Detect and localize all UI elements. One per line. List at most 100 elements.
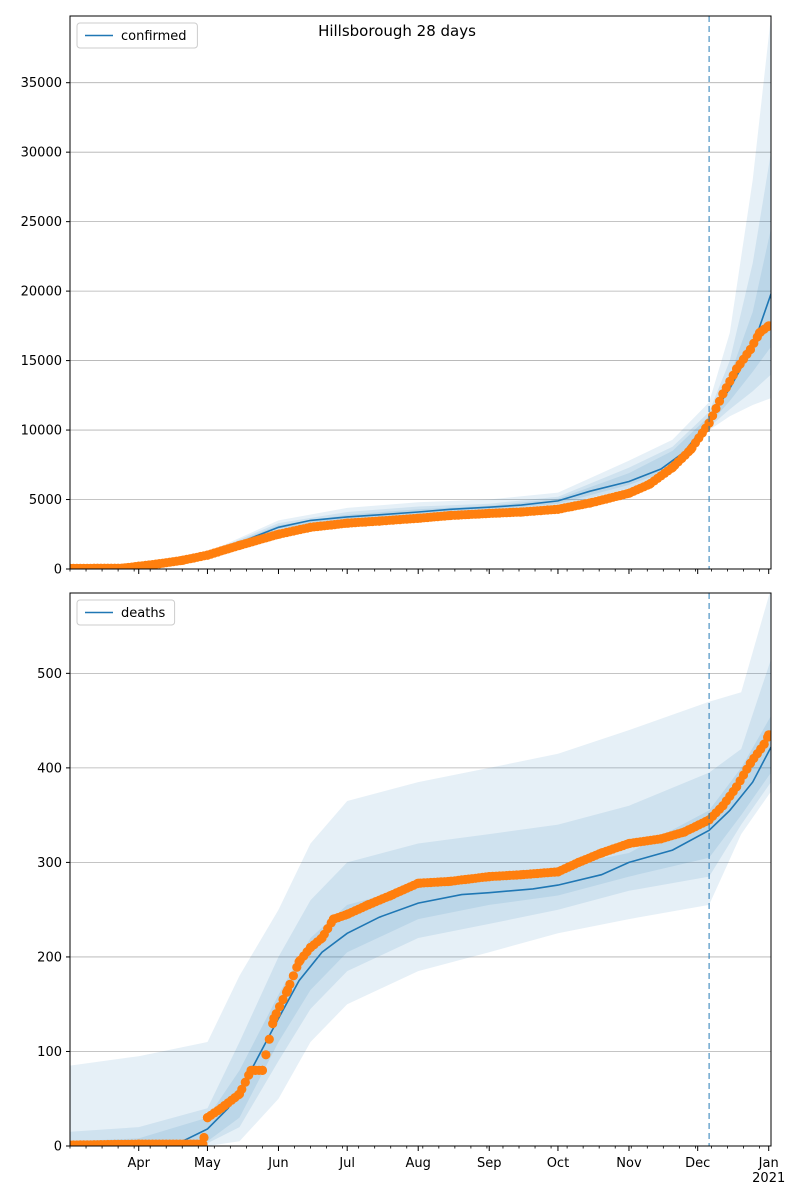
legend: confirmed <box>76 22 198 49</box>
x-tick-label: Jun <box>267 1156 288 1171</box>
observed-point <box>708 411 718 421</box>
x-tick-label: Aug <box>406 1156 431 1171</box>
observed-point <box>484 508 494 518</box>
observed-point <box>70 1140 75 1146</box>
y-tick-label: 400 <box>37 761 62 776</box>
observed-point <box>711 403 721 414</box>
observed-point <box>134 1139 144 1146</box>
x-tick-label: Oct <box>547 1156 569 1171</box>
legend-box <box>76 599 176 626</box>
observed-point <box>154 559 164 569</box>
observed-point <box>413 878 423 888</box>
x-tick-label: Dec <box>685 1156 710 1171</box>
observed-point <box>679 827 689 837</box>
observed-point <box>288 971 298 981</box>
observed-point <box>240 1077 250 1087</box>
x-tick-label: 2021 <box>752 1171 785 1186</box>
observed-point <box>574 857 584 868</box>
observed-point <box>386 890 396 901</box>
confirmed-model-line <box>70 293 771 569</box>
observed-point <box>585 498 595 508</box>
x-tick-label: Apr <box>127 1156 150 1171</box>
y-tick-label: 300 <box>37 856 62 871</box>
observed-point <box>732 364 742 374</box>
x-tick-label: Sep <box>477 1156 502 1171</box>
observed-point <box>624 838 634 849</box>
legend-label: deaths <box>121 606 166 621</box>
observed-point <box>177 555 187 566</box>
observed-point <box>667 463 678 473</box>
axes-frame <box>69 15 772 570</box>
observed-point <box>257 1065 267 1075</box>
chart-title: Hillsborough 28 days <box>318 22 476 40</box>
y-tick-label: 10000 <box>21 424 62 439</box>
y-tick-label: 25000 <box>21 215 62 230</box>
observed-point <box>516 870 526 880</box>
observed-point <box>363 900 373 910</box>
y-tick-label: 100 <box>37 1045 62 1060</box>
observed-point <box>413 513 423 523</box>
y-tick-label: 0 <box>54 563 62 578</box>
confirmed-panel: 0 5000 10000 15000 20000 25000 30000 35000 confi… <box>21 15 772 578</box>
plot-area <box>70 16 771 569</box>
observed-point <box>118 563 128 569</box>
observed-point <box>745 344 756 355</box>
x-tick-label: Jul <box>338 1156 355 1171</box>
observed-point <box>342 909 352 920</box>
observed-point <box>278 994 288 1005</box>
observed-point <box>261 1050 271 1060</box>
observed-point <box>718 801 728 811</box>
x-tick-label: Jan <box>758 1156 779 1171</box>
observed-point <box>718 389 728 399</box>
y-tick-label: 0 <box>54 1140 62 1155</box>
deaths-panel: 0 100 200 300 400 500 Apr May Jun Jul Aug Sep Oct Nov… <box>37 592 785 1186</box>
observed-point <box>328 914 338 924</box>
observed-point <box>234 540 245 551</box>
observed-point <box>234 1089 245 1099</box>
observed-point <box>294 957 304 967</box>
observed-point <box>624 488 634 498</box>
observed-point <box>317 933 327 943</box>
uncertainty-band-1 <box>70 593 771 1146</box>
observed-point <box>305 942 316 953</box>
observed-point <box>484 872 494 882</box>
observed-point <box>745 758 756 768</box>
observed-point <box>269 1013 279 1024</box>
legend-box <box>76 22 198 49</box>
observed-point <box>445 510 455 521</box>
observed-point <box>283 985 293 995</box>
y-tick-label: 35000 <box>21 76 62 91</box>
observed-point <box>553 504 563 514</box>
legend: deaths <box>76 599 176 626</box>
x-tick-label: Nov <box>616 1156 642 1171</box>
observed-point <box>764 321 771 331</box>
observed-point <box>202 550 213 560</box>
y-tick-label: 500 <box>37 667 62 682</box>
observed-point <box>305 522 316 532</box>
observed-point <box>732 782 742 792</box>
observed-point <box>202 1113 213 1123</box>
uncertainty-band-1 <box>70 16 771 569</box>
observed-point <box>445 876 455 886</box>
observed-point <box>645 479 655 489</box>
observed-point <box>70 563 75 569</box>
observed-point <box>714 396 725 406</box>
y-tick-label: 30000 <box>21 146 62 161</box>
observed-point <box>764 730 771 740</box>
observed-point <box>134 561 144 569</box>
y-tick-label: 15000 <box>21 354 62 369</box>
observed-point <box>342 518 352 528</box>
observed-point <box>516 507 526 517</box>
observed-point <box>704 418 714 428</box>
observed-point <box>198 1139 208 1146</box>
axes-frame <box>69 592 772 1147</box>
observed-point <box>656 834 666 844</box>
observed-point <box>754 328 765 338</box>
observed-point <box>273 529 284 539</box>
observed-point <box>704 815 714 825</box>
deaths-model-line <box>70 746 771 1146</box>
y-tick-label: 200 <box>37 950 62 965</box>
x-tick-label: May <box>194 1156 221 1171</box>
observed-point <box>759 739 769 749</box>
